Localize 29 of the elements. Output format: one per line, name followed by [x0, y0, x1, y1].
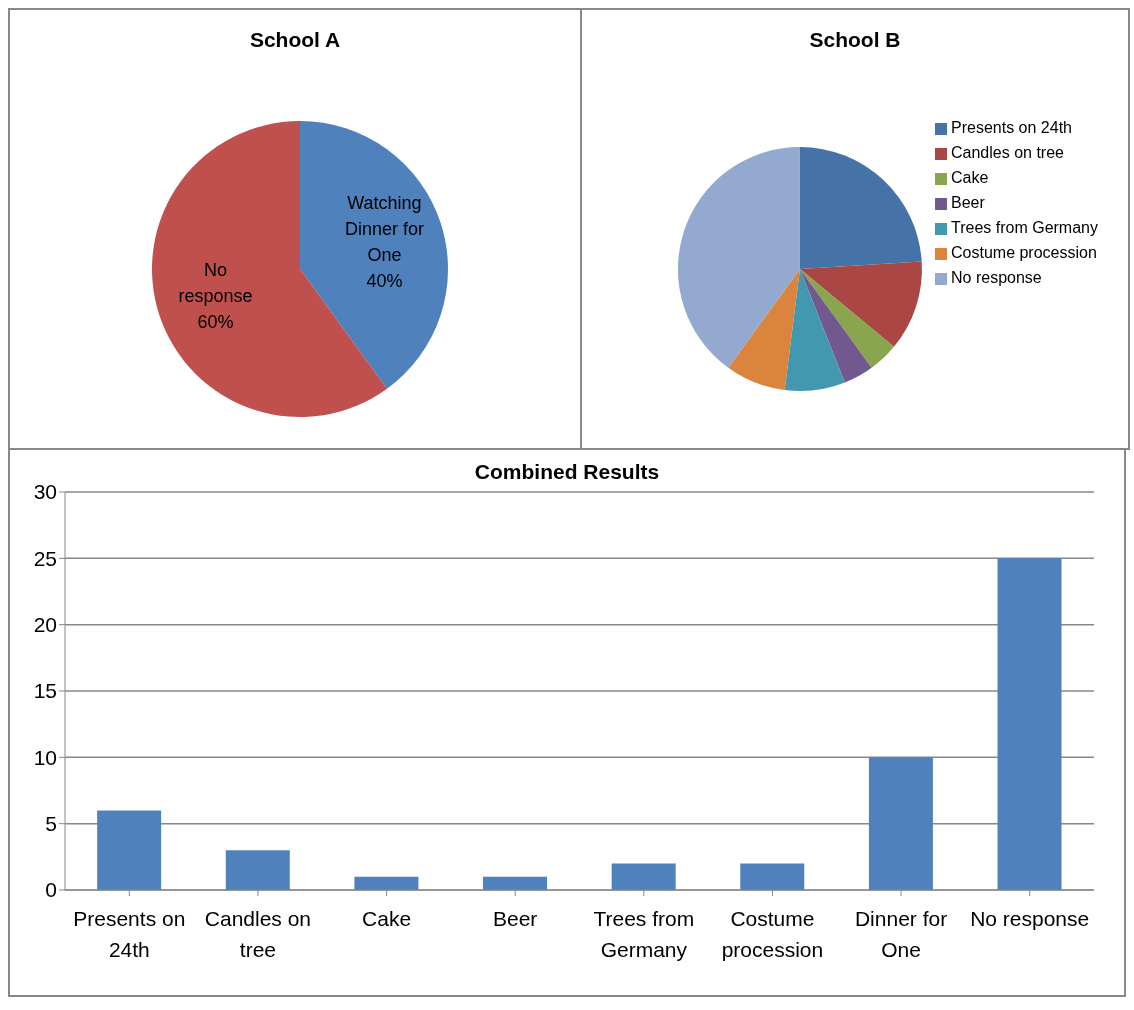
y-tick-label: 20	[33, 613, 57, 637]
slice-label: No response	[178, 260, 253, 307]
legend-label: Presents on 24th	[951, 119, 1072, 136]
legend-label: Cake	[951, 169, 989, 186]
x-tick-label: Cake	[362, 907, 412, 930]
y-tick-label: 0	[45, 878, 57, 902]
legend-label: Candles on tree	[951, 144, 1064, 161]
slice-label: Watching Dinner for One	[344, 192, 424, 265]
legend-label: Beer	[951, 194, 985, 211]
y-tick-label: 25	[33, 546, 57, 570]
legend-label: No response	[951, 269, 1042, 286]
x-tick-label: No response	[970, 907, 1090, 930]
data-label: 40%	[366, 270, 403, 291]
legend-label: Trees from Germany	[951, 219, 1098, 236]
chart-title: Combined Results	[474, 460, 660, 483]
y-tick-label: 30	[33, 480, 57, 504]
chart-title: School B	[808, 28, 902, 52]
y-tick-label: 10	[33, 745, 57, 769]
legend-label: Costume procession	[951, 244, 1097, 261]
x-tick-label: Candles on tree	[204, 907, 312, 961]
chart-title: School A	[248, 28, 342, 52]
y-tick-label: 5	[45, 812, 57, 836]
x-tick-label: Trees from Germany	[593, 907, 695, 961]
x-tick-label: Costume procession	[721, 907, 824, 961]
x-tick-label: Beer	[493, 907, 538, 930]
x-tick-label: Dinner for One	[854, 907, 948, 961]
y-tick-label: 15	[33, 679, 57, 703]
x-tick-label: Presents on 24th	[73, 907, 186, 961]
data-label: 60%	[197, 312, 234, 333]
